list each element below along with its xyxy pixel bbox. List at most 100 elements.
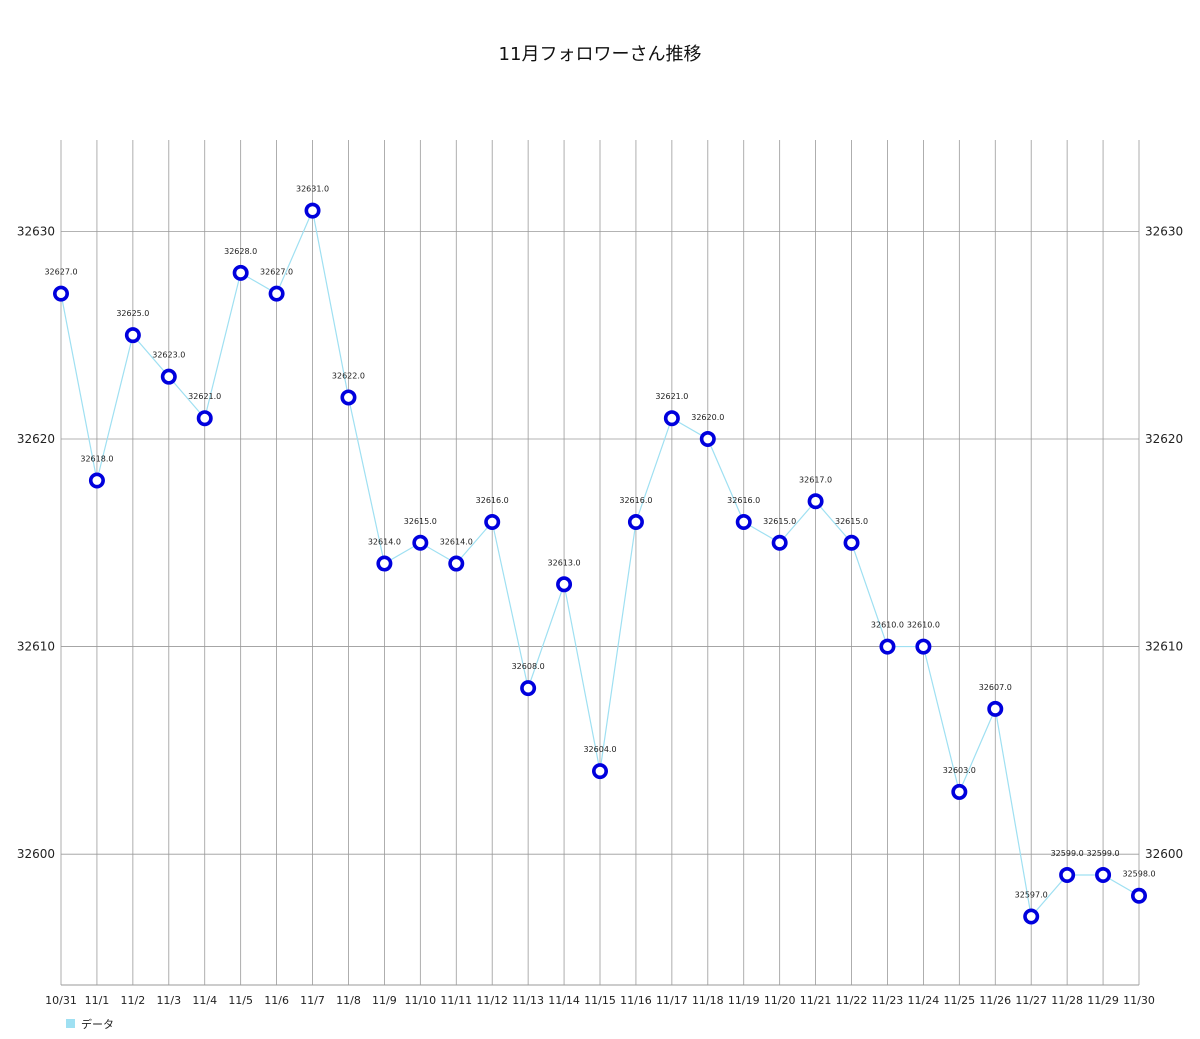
- y-tick-label-left: 32630: [17, 224, 55, 238]
- data-label: 32628.0: [224, 247, 257, 256]
- y-tick-label-left: 32600: [17, 847, 55, 861]
- data-point: [699, 430, 716, 447]
- data-point: [771, 534, 788, 551]
- data-label: 32598.0: [1122, 870, 1155, 879]
- x-tick-label: 11/20: [764, 994, 796, 1007]
- x-tick-label: 11/16: [620, 994, 652, 1007]
- data-label: 32614.0: [440, 538, 473, 547]
- data-label: 32627.0: [44, 268, 77, 277]
- data-label: 32603.0: [943, 766, 976, 775]
- legend-swatch: [66, 1019, 75, 1028]
- y-tick-label-right: 32620: [1145, 432, 1183, 446]
- data-label: 32623.0: [152, 351, 185, 360]
- x-tick-label: 11/17: [656, 994, 688, 1007]
- x-tick-label: 11/29: [1087, 994, 1119, 1007]
- x-tick-label: 11/23: [872, 994, 904, 1007]
- data-label: 32604.0: [583, 745, 616, 754]
- x-tick-label: 11/15: [584, 994, 616, 1007]
- x-tick-label: 10/31: [45, 994, 77, 1007]
- data-point: [268, 285, 285, 302]
- data-point: [1095, 866, 1112, 883]
- data-label: 32615.0: [763, 517, 796, 526]
- data-point: [232, 264, 249, 281]
- y-tick-label-right: 32600: [1145, 847, 1183, 861]
- data-label: 32610.0: [907, 621, 940, 630]
- x-tick-label: 11/10: [404, 994, 436, 1007]
- x-tick-label: 11/4: [192, 994, 217, 1007]
- data-label: 32621.0: [655, 392, 688, 401]
- x-tick-label: 11/30: [1123, 994, 1155, 1007]
- x-tick-label: 11/9: [372, 994, 397, 1007]
- data-markers: [52, 202, 1148, 925]
- data-label: 32616.0: [727, 496, 760, 505]
- x-tick-label: 11/5: [228, 994, 253, 1007]
- legend-label: データ: [81, 1017, 114, 1031]
- data-point: [448, 555, 465, 572]
- data-point: [591, 763, 608, 780]
- data-label: 32615.0: [835, 517, 868, 526]
- data-point: [556, 576, 573, 593]
- data-point: [376, 555, 393, 572]
- chart-title: 11月フォロワーさん推移: [499, 44, 702, 65]
- data-label: 32631.0: [296, 185, 329, 194]
- y-axis-right: 32600 32610 32620 32630: [1145, 224, 1183, 861]
- data-label: 32599.0: [1051, 849, 1084, 858]
- x-tick-label: 11/18: [692, 994, 724, 1007]
- grid: [60, 140, 1140, 986]
- data-label: 32616.0: [476, 496, 509, 505]
- x-tick-label: 11/22: [836, 994, 868, 1007]
- data-label: 32607.0: [979, 683, 1012, 692]
- data-label: 32613.0: [548, 558, 581, 567]
- y-tick-label-right: 32610: [1145, 640, 1183, 654]
- y-tick-label-left: 32620: [17, 432, 55, 446]
- data-label: 32599.0: [1087, 849, 1120, 858]
- data-point: [160, 368, 177, 385]
- data-labels: 32627.0 32618.0 32625.0 32623.0 32621.0 32628…: [44, 185, 1155, 900]
- x-tick-label: 11/19: [728, 994, 760, 1007]
- data-label: 32627.0: [260, 268, 293, 277]
- data-label: 32617.0: [799, 475, 832, 484]
- data-label: 32621.0: [188, 392, 221, 401]
- data-point: [1059, 866, 1076, 883]
- data-point: [520, 680, 537, 697]
- data-point: [627, 514, 644, 531]
- data-point: [88, 472, 105, 489]
- x-tick-label: 11/28: [1051, 994, 1083, 1007]
- data-label: 32608.0: [512, 662, 545, 671]
- y-tick-label-right: 32630: [1145, 224, 1183, 238]
- data-point: [915, 638, 932, 655]
- data-label: 32597.0: [1015, 890, 1048, 899]
- data-label: 32615.0: [404, 517, 437, 526]
- data-point: [843, 534, 860, 551]
- data-label: 32610.0: [871, 621, 904, 630]
- data-point: [879, 638, 896, 655]
- data-label: 32625.0: [116, 309, 149, 318]
- x-tick-label: 11/12: [476, 994, 508, 1007]
- x-tick-label: 11/7: [300, 994, 325, 1007]
- data-point: [124, 327, 141, 344]
- legend: データ: [66, 1017, 114, 1031]
- x-tick-label: 11/26: [979, 994, 1011, 1007]
- data-label: 32618.0: [80, 454, 113, 463]
- data-point: [1023, 908, 1040, 925]
- data-label: 32622.0: [332, 371, 365, 380]
- data-point: [663, 410, 680, 427]
- x-tick-label: 11/1: [85, 994, 110, 1007]
- x-tick-label: 11/21: [800, 994, 832, 1007]
- x-tick-label: 11/6: [264, 994, 289, 1007]
- x-tick-label: 11/25: [943, 994, 975, 1007]
- data-point: [340, 389, 357, 406]
- x-tick-label: 11/13: [512, 994, 544, 1007]
- data-point: [735, 514, 752, 531]
- x-tick-label: 11/24: [908, 994, 940, 1007]
- data-label: 32620.0: [691, 413, 724, 422]
- data-point: [484, 514, 501, 531]
- x-tick-label: 11/11: [440, 994, 472, 1007]
- x-tick-label: 11/14: [548, 994, 580, 1007]
- x-tick-label: 11/8: [336, 994, 361, 1007]
- y-axis-left: 32600 32610 32620 32630: [17, 224, 55, 861]
- data-point: [196, 410, 213, 427]
- data-point: [951, 783, 968, 800]
- data-point: [304, 202, 321, 219]
